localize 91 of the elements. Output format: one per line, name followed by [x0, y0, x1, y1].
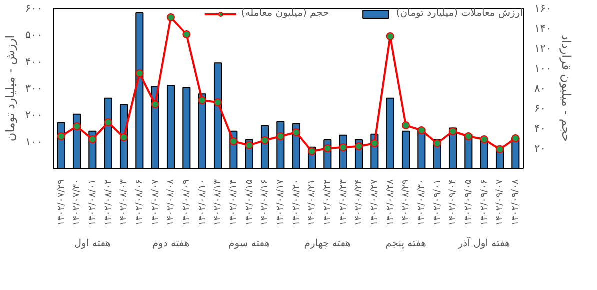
text: هفته دوم [152, 238, 190, 250]
point [104, 118, 112, 126]
bar [386, 98, 394, 168]
y2-tick-label: ۱۴۰ [534, 22, 552, 35]
point [496, 146, 504, 154]
text: هفته اول [74, 238, 112, 250]
y2-tick-label: ۱۲۰ [534, 42, 552, 55]
x-tick-label: ۱۴۰۲/۰۸/۲۸ [384, 179, 396, 226]
y-axis-title: ارزش - میلیارد تومان [3, 35, 18, 142]
point [355, 142, 363, 150]
x-tick-label: ۱۴۰۲/۰۸/۱۷ [275, 179, 286, 226]
x-tick-label: ۱۴۰۲/۰۹/۰۴ [448, 179, 458, 226]
text: هفته سوم [228, 238, 270, 250]
y2-tick-label: ۱۰۰ [534, 62, 552, 75]
y2-tick-label: ۲۰ [534, 142, 546, 155]
x-tick-label: ۱۴۰۲/۰۸/۳۰ [416, 179, 428, 226]
x-tick-label: ۱۴۰۲/۰۸/۱۵ [244, 179, 255, 226]
x-tick-label: ۱۴۰۲/۰۸/۰۱ [87, 179, 98, 226]
x-tick-label: ۱۴۰۲/۰۷/۳۰ [72, 179, 82, 226]
x-tick-label: ۱۴۰۲/۰۸/۲۳ [338, 179, 349, 226]
x-tick-label: ۱۴۰۲/۰۸/۱۰ [196, 179, 208, 226]
point [214, 98, 222, 106]
x-tick-label: ۱۴۰۲/۰۸/۰۶ [134, 179, 146, 226]
x-tick-label: ۱۴۰۲/۰۸/۰۹ [181, 179, 192, 226]
point [402, 122, 410, 130]
y2-tick-label: ۸۰ [534, 82, 546, 95]
text: هفته اول آذر [457, 236, 510, 250]
x-tick-label: ۱۴۰۲/۰۹/۰۷ [494, 179, 506, 226]
text: هفته پنجم [386, 238, 426, 250]
point [88, 136, 97, 144]
point [276, 132, 285, 140]
bar [136, 12, 144, 168]
point [449, 128, 457, 136]
x-tick-label: ۱۴۰۲/۰۸/۱۴ [228, 179, 240, 226]
point [120, 134, 128, 142]
y-tick-label: ۵۰۰ [25, 28, 42, 42]
point [370, 140, 379, 148]
y-tick-label: ۱۰۰ [25, 135, 42, 148]
point [386, 32, 394, 40]
x-tick-label: ۱۴۰۲/۰۸/۱۶ [260, 179, 270, 226]
x-tick-label: ۱۴۰۲/۰۸/۲۱ [306, 179, 318, 226]
point [480, 136, 488, 144]
point [198, 96, 206, 104]
x-tick-label: ۱۴۰۲/۰۸/۰۷ [150, 179, 161, 226]
x-tick-label: ۱۴۰۲/۰۸/۲۰ [290, 179, 302, 226]
point [136, 70, 144, 78]
text: هفته چهارم [304, 238, 352, 250]
x-tick-label: ۱۴۰۲/۰۹/۰۱ [432, 179, 443, 226]
bar [166, 85, 176, 168]
bar [214, 62, 222, 168]
point [230, 138, 238, 146]
x-tick-label: ۱۴۰۲/۰۸/۰۳ [118, 179, 130, 226]
point [512, 134, 520, 142]
point [151, 100, 160, 108]
point [182, 30, 191, 38]
point [324, 144, 332, 152]
x-tick-label: ۱۴۰۲/۰۸/۰۸ [166, 179, 176, 226]
bar [182, 87, 191, 168]
y-tick-label: ۳۰۰ [25, 82, 42, 95]
point [167, 14, 175, 22]
y-tick-label: ۶۰۰ [25, 2, 42, 15]
point [418, 126, 426, 134]
y2-axis-title: حجم - میلیون قرارداد [560, 34, 574, 142]
point [292, 128, 300, 136]
bar [402, 130, 410, 168]
y2-tick-label: ۶۰ [534, 102, 546, 115]
point [261, 136, 269, 144]
x-tick-label: ۱۴۰۲/۰۸/۰۲ [102, 179, 114, 226]
y-tick-label: ۴۰۰ [25, 55, 42, 68]
legend-label: حجم (میلیون معامله) [241, 8, 330, 19]
point [73, 122, 81, 130]
x-tick-label: ۱۴۰۲/۰۹/۰۶ [478, 179, 490, 226]
point [433, 140, 442, 148]
y2-tick-label: ۴۰ [534, 122, 546, 135]
x-tick-label: ۱۴۰۲/۰۹/۰۸ [510, 179, 522, 226]
x-tick-label: ۱۴۰۲/۰۷/۲۹ [56, 179, 67, 226]
point [245, 142, 254, 150]
y-tick-label: ۲۰۰ [25, 108, 42, 122]
point [339, 144, 348, 152]
x-tick-label: ۱۴۰۲/۰۸/۲۲ [322, 179, 334, 226]
x-tick-label: ۱۴۰۲/۰۸/۲۹ [400, 179, 412, 226]
x-tick-label: ۱۴۰۲/۰۹/۰۵ [463, 179, 474, 226]
x-tick-label: ۱۴۰۲/۰۸/۲۷ [369, 179, 380, 226]
x-tick-label: ۱۴۰۲/۰۸/۱۳ [212, 179, 224, 226]
bar [198, 94, 206, 168]
point [464, 132, 473, 140]
x-tick-label: ۱۴۰۲/۰۸/۲۴ [354, 179, 364, 226]
point [308, 148, 316, 156]
y2-tick-label: ۱۶۰ [534, 2, 552, 15]
point [57, 132, 66, 140]
legend-label: ارزش معاملات (میلیارد تومان) [396, 8, 523, 19]
